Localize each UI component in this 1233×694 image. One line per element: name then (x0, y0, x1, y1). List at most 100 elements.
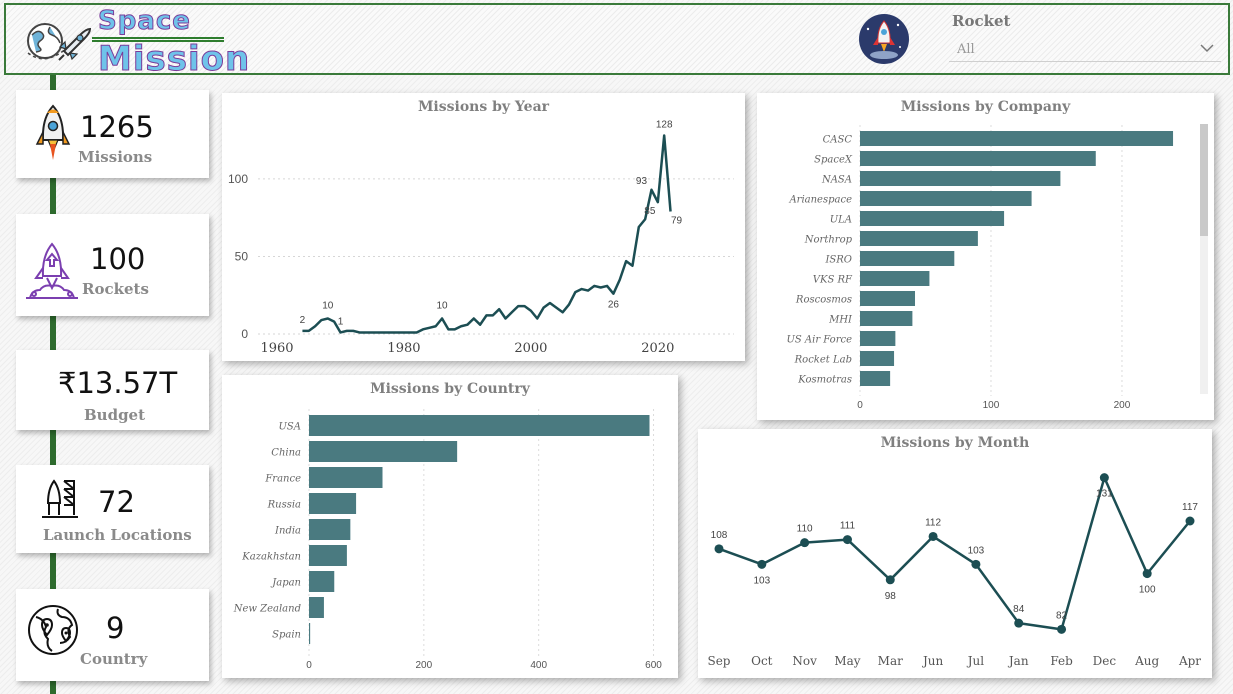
category-label: USA (279, 422, 302, 433)
panel-missions-by-company: Missions by Company 0 100 200 CASC SpaceX NAS… (757, 93, 1214, 420)
x-tick-label: 2020 (641, 341, 674, 356)
kpi-card-rockets: 100 Rockets (16, 214, 209, 316)
category-label: Northrop (804, 235, 853, 246)
bar (309, 467, 383, 488)
category-label: Spain (272, 630, 301, 641)
bar (309, 597, 324, 618)
data-point (1185, 516, 1195, 526)
bar (860, 311, 913, 326)
category-label: ISRO (824, 255, 852, 266)
data-point (928, 531, 938, 541)
rocket-slicer-dropdown[interactable]: All (949, 38, 1221, 62)
globe-rocket-icon (27, 23, 92, 61)
x-tick-label: Nov (792, 654, 817, 668)
x-tick-label: 400 (530, 660, 547, 671)
x-tick-label: Dec (1093, 654, 1117, 668)
y-tick-label: 50 (235, 249, 249, 263)
category-label: Japan (270, 578, 301, 589)
category-label: Arianespace (788, 195, 852, 206)
data-point (714, 544, 724, 554)
bar (860, 351, 895, 366)
app-title-line-2: Mission (97, 39, 251, 80)
data-label: 103 (753, 575, 770, 586)
data-label: 117 (1182, 502, 1198, 513)
rocket-launch-icon (26, 242, 78, 299)
chart-title-missions-by-year: Missions by Year (417, 99, 550, 115)
chevron-down-icon[interactable] (1199, 40, 1215, 56)
data-label: 100 (1139, 585, 1156, 596)
data-label: 82 (1056, 610, 1068, 621)
data-point (1014, 618, 1024, 628)
category-label: Russia (267, 500, 301, 511)
category-label: New Zealand (233, 604, 301, 615)
category-label: Rocket Lab (794, 355, 852, 366)
data-label: 26 (608, 300, 620, 311)
kpi-value-rockets: 100 (90, 242, 146, 276)
chart-missions-by-month: 108 Sep 103 Oct 110 Nov 111 May 98 Mar 112 Jun 103 Ju… (707, 473, 1201, 668)
chart-title-missions-by-month: Missions by Month (880, 435, 1030, 451)
kpi-card-budget: ₹13.57T Budget (16, 350, 209, 430)
bar (309, 623, 311, 644)
kpi-label-rockets: Rockets (82, 280, 149, 298)
chart-missions-by-year: 0 50 100 1960 1980 2000 2020 2 10 1 10 26 93 85 128 79 (228, 120, 734, 356)
x-tick-label: 2000 (514, 341, 547, 356)
x-tick-label: 200 (1114, 400, 1131, 411)
bar (309, 441, 458, 462)
panel-missions-by-month: Missions by Month 108 Sep 103 Oct 110 Nov 111 M… (698, 429, 1212, 678)
company-chart-scroll-thumb[interactable] (1200, 124, 1208, 236)
data-label: 110 (797, 524, 813, 535)
bar (860, 271, 930, 286)
kpi-label-budget: Budget (84, 406, 146, 424)
data-label: 112 (925, 517, 941, 528)
chart-title-missions-by-company: Missions by Company (900, 99, 1071, 115)
header-bar: Space Mission Rocket All (4, 3, 1230, 80)
category-label: ULA (830, 215, 852, 226)
category-label: Roscosmos (795, 295, 852, 306)
kpi-card-country: 9 Country (16, 589, 209, 681)
rocket-badge-icon (859, 14, 909, 64)
kpi-value-launch-locations: 72 (98, 485, 135, 519)
y-tick-label: 0 (241, 327, 248, 341)
category-label: NASA (821, 175, 852, 186)
kpi-label-country: Country (80, 650, 148, 668)
data-point (1142, 569, 1152, 579)
data-point (757, 559, 767, 569)
kpi-label-missions: Missions (78, 148, 153, 166)
x-tick-label: 0 (306, 660, 312, 671)
x-tick-label: 100 (983, 400, 1000, 411)
bar (860, 331, 896, 346)
kpi-label-launch-locations: Launch Locations (43, 526, 192, 544)
title-divider (92, 37, 224, 42)
x-tick-label: Mar (878, 654, 903, 668)
chart-missions-by-country: 0 200 400 600 USA China France Russia India Kazak… (233, 409, 662, 671)
category-label: Kazakhstan (241, 552, 301, 563)
x-tick-label: Oct (751, 654, 773, 668)
bar (309, 415, 650, 436)
x-tick-label: Jan (1007, 654, 1029, 668)
x-tick-label: 1960 (260, 341, 293, 356)
rocket-slicer-label: Rocket (952, 12, 1011, 30)
series-line (302, 134, 672, 334)
category-label: US Air Force (786, 335, 852, 346)
series-line (718, 476, 1191, 631)
rocket-slicer-value: All (957, 42, 975, 57)
chart-missions-by-company: 0 100 200 CASC SpaceX NASA Arianespace ULA North… (786, 125, 1174, 411)
category-label: China (271, 448, 301, 459)
data-label: 2 (300, 315, 306, 326)
category-label: India (274, 526, 301, 537)
company-chart-scrollbar[interactable] (1200, 124, 1208, 394)
bar (309, 545, 347, 566)
data-label: 111 (840, 521, 856, 532)
bar (860, 191, 1032, 206)
bar (860, 371, 891, 386)
x-tick-label: Jul (966, 654, 985, 668)
bar (860, 131, 1174, 146)
x-tick-label: Feb (1050, 654, 1073, 668)
category-label: VKS RF (813, 275, 853, 286)
kpi-value-missions: 1265 (80, 110, 154, 144)
y-tick-label: 100 (228, 172, 248, 186)
app-title-line-1: Space (98, 6, 191, 37)
category-label: SpaceX (814, 155, 853, 166)
bar (860, 171, 1061, 186)
category-label: France (264, 474, 301, 485)
